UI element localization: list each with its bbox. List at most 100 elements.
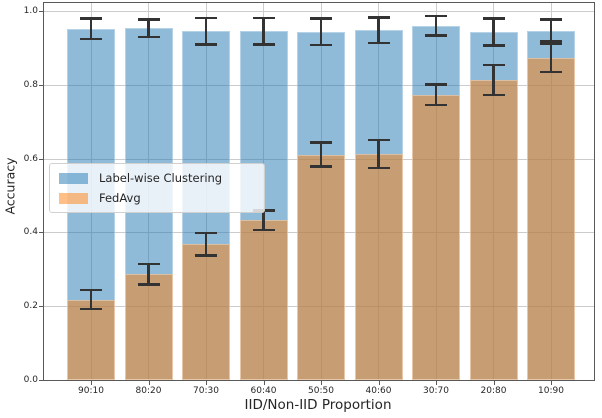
error-bar-cap-bottom: [195, 43, 217, 46]
x-tick-label: 40:60: [365, 386, 392, 396]
error-bar-line: [262, 210, 265, 230]
error-bar-line: [492, 65, 495, 95]
error-bar-cap-top: [425, 14, 447, 18]
x-axis-tick: [378, 381, 380, 385]
error-bar-cap-top: [367, 16, 390, 19]
legend: Label-wise Clustering FedAvg: [49, 163, 265, 213]
error-bar-line: [377, 140, 380, 169]
error-bar-cap-bottom: [80, 37, 102, 41]
error-bar-cap-top: [310, 17, 332, 20]
plot-area: Label-wise Clustering FedAvg: [43, 2, 595, 381]
error-bar-cap-top: [80, 288, 102, 292]
y-axis-tick: [39, 84, 43, 86]
error-bar-cap-top: [540, 42, 562, 46]
y-tick-label: 1.0: [23, 6, 38, 16]
error-bar-cap-bottom: [367, 166, 390, 170]
y-axis-tick: [39, 232, 43, 234]
error-bar-line: [89, 289, 93, 310]
y-axis-tick: [39, 11, 43, 12]
legend-swatch-labelwise-clustering: [59, 172, 88, 184]
error-bar-line: [377, 17, 380, 44]
y-tick-label: 0.8: [23, 79, 38, 90]
error-bar-cap-top: [367, 138, 390, 142]
error-bar-cap-top: [252, 16, 275, 20]
error-bar-line: [147, 19, 150, 38]
error-bar-cap-top: [310, 141, 332, 144]
error-bar-cap-top: [137, 18, 160, 21]
x-tick-label: 50:50: [308, 386, 334, 396]
x-tick-label: 70:30: [193, 386, 219, 396]
error-bar-line: [319, 18, 323, 45]
error-bar-cap-bottom: [310, 43, 332, 47]
error-bar-cap-bottom: [310, 165, 332, 168]
x-tick-label: 30:70: [423, 386, 449, 396]
y-axis-tick: [39, 158, 43, 160]
bar-fedavg-70:30: [182, 244, 230, 380]
error-bar-cap-top: [137, 262, 160, 265]
x-tick-label: 20:80: [480, 386, 507, 396]
h-gridline: [44, 11, 594, 12]
x-tick-label: 90:10: [78, 386, 104, 396]
bar-fedavg-80:20: [124, 274, 173, 380]
error-bar-line: [147, 263, 150, 285]
x-tick-label: 10:90: [538, 386, 564, 396]
y-axis-tick: [39, 380, 43, 381]
error-bar-line: [204, 18, 208, 45]
error-bar-cap-top: [80, 17, 102, 20]
bar-fedavg-20:80: [469, 80, 518, 380]
error-bar-cap-top: [482, 17, 505, 20]
error-bar-cap-top: [540, 18, 562, 21]
error-bar-line: [549, 43, 553, 72]
error-bar-line: [204, 232, 208, 256]
bar-fedavg-90:10: [67, 299, 115, 380]
bar-fedavg-30:70: [412, 94, 460, 380]
x-tick-label: 60:40: [250, 386, 277, 396]
x-axis-tick: [91, 381, 92, 385]
error-bar-cap-bottom: [540, 70, 562, 74]
x-axis-tick: [206, 381, 207, 385]
bar-fedavg-10:90: [527, 57, 575, 380]
y-tick-label: 0.2: [23, 301, 38, 312]
legend-label: FedAvg: [99, 191, 141, 205]
error-bar-cap-top: [425, 83, 447, 86]
legend-label: Label-wise Clustering: [99, 171, 223, 185]
y-tick-label: 0.0: [23, 375, 38, 385]
error-bar-line: [262, 18, 265, 45]
error-bar-cap-bottom: [252, 228, 275, 232]
error-bar-cap-bottom: [367, 41, 390, 45]
error-bar-line: [434, 84, 438, 106]
bar-fedavg-40:60: [354, 154, 403, 380]
x-axis-label: IID/Non-IID Proportion: [244, 397, 392, 413]
bar-fedavg-50:50: [297, 154, 345, 380]
x-tick-label: 80:20: [135, 386, 162, 396]
error-bar-line: [549, 19, 553, 42]
x-axis-tick: [551, 381, 552, 385]
error-bar-line: [492, 18, 495, 46]
error-bar-cap-bottom: [137, 35, 160, 39]
legend-swatch-fedavg: [59, 192, 88, 204]
error-bar-cap-bottom: [252, 43, 275, 46]
error-bar-cap-top: [195, 231, 217, 235]
error-bar-cap-bottom: [425, 103, 447, 107]
error-bar-cap-bottom: [195, 254, 217, 257]
error-bar-cap-bottom: [482, 44, 505, 47]
x-axis-tick: [321, 381, 322, 385]
y-axis-label: Accuracy: [2, 157, 18, 215]
legend-item: Label-wise Clustering: [50, 168, 264, 188]
y-tick-label: 0.6: [23, 153, 38, 164]
error-bar-line: [319, 142, 323, 167]
x-axis-tick: [148, 381, 150, 385]
error-bar-cap-bottom: [137, 283, 160, 286]
x-axis-tick: [493, 381, 495, 385]
error-bar-line: [89, 18, 93, 40]
error-bar-cap-bottom: [80, 307, 102, 311]
legend-item: FedAvg: [50, 188, 264, 208]
y-tick-label: 0.4: [23, 227, 38, 238]
error-bar-line: [434, 16, 438, 36]
error-bar-cap-bottom: [425, 34, 447, 37]
error-bar-cap-bottom: [540, 40, 562, 43]
error-bar-cap-bottom: [482, 93, 505, 96]
error-bar-cap-top: [195, 16, 217, 20]
error-bar-cap-top: [482, 63, 505, 67]
